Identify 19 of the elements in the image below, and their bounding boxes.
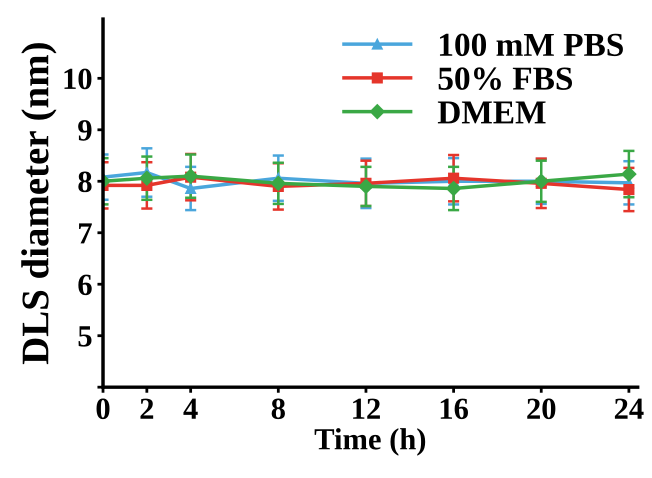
y-tick-label: 7 [79,223,92,244]
x-tick-label: 0 [96,398,110,420]
legend-label: 100 mM PBS [440,34,623,56]
x-tick-label: 12 [353,398,380,419]
x-axis-title: Time (h) [314,428,426,456]
legend-label: 50% FBS [438,67,572,90]
x-tick-label: 20 [527,398,556,420]
x-tick-label: 24 [614,398,644,419]
y-tick-label: 10 [64,68,92,90]
y-tick-label: 9 [78,120,92,141]
legend-label: DMEM [438,101,546,124]
x-tick-label: 8 [272,398,285,420]
x-tick-label: 16 [440,398,468,420]
y-tick-label: 6 [78,274,92,296]
y-axis-title: DLS diameter (nm) [21,43,56,364]
x-tick-label: 4 [183,398,198,419]
x-tick-label: 2 [140,398,154,419]
y-tick-label: 5 [78,326,92,347]
y-tick-label: 8 [78,172,92,192]
